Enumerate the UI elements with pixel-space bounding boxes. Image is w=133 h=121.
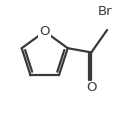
Text: O: O xyxy=(86,81,97,95)
Text: Br: Br xyxy=(97,5,112,18)
Text: O: O xyxy=(40,25,50,38)
